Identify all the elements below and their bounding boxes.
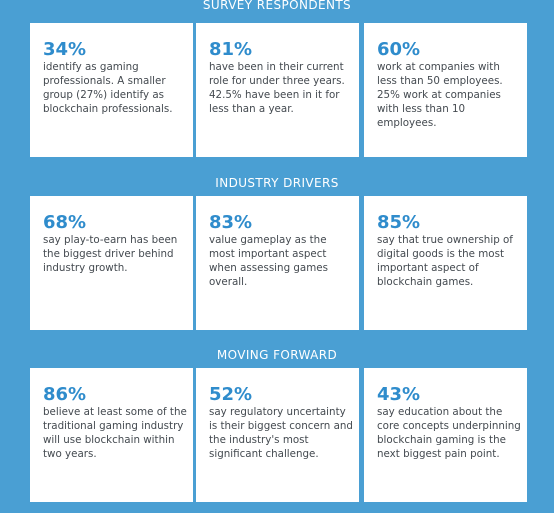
stat-card-play-to-earn: 68% say play-to-earn has been the bigges… [30, 196, 193, 330]
stat-card-current-role: 81% have been in their current role for … [196, 23, 359, 157]
stat-percentage: 43% [377, 384, 421, 405]
stat-description: say regulatory uncertainty is their bigg… [209, 406, 353, 460]
stat-percentage: 83% [209, 212, 253, 233]
section-title-survey-respondents: SURVEY RESPONDENTS [202, 0, 352, 12]
stat-description: have been in their current role for unde… [209, 61, 345, 115]
stat-description: say education about the core concepts un… [377, 406, 521, 460]
stat-card-education: 43% say education about the core concept… [364, 368, 527, 502]
stat-card-gaming-professionals: 34% identify as gaming professionals. A … [30, 23, 193, 157]
section-title-moving-forward: MOVING FORWARD [216, 348, 338, 362]
stat-percentage: 52% [209, 384, 253, 405]
stat-description: say play-to-earn has been the biggest dr… [43, 234, 178, 274]
stat-percentage: 34% [43, 39, 87, 60]
stat-percentage: 60% [377, 39, 421, 60]
stat-description: believe at least some of the traditional… [43, 406, 187, 460]
stat-card-ownership: 85% say that true ownership of digital g… [364, 196, 527, 330]
stat-description: work at companies with less than 50 empl… [377, 61, 503, 129]
stat-card-gameplay: 83% value gameplay as the most important… [196, 196, 359, 330]
stat-percentage: 86% [43, 384, 87, 405]
stat-description: identify as gaming professionals. A smal… [43, 61, 173, 115]
stat-percentage: 68% [43, 212, 87, 233]
stat-description: value gameplay as the most important asp… [209, 234, 328, 288]
section-title-industry-drivers: INDUSTRY DRIVERS [215, 176, 339, 190]
stat-card-regulatory: 52% say regulatory uncertainty is their … [196, 368, 359, 502]
stat-percentage: 85% [377, 212, 421, 233]
stat-card-company-size: 60% work at companies with less than 50 … [364, 23, 527, 157]
stat-percentage: 81% [209, 39, 253, 60]
stat-description: say that true ownership of digital goods… [377, 234, 513, 288]
stat-card-adoption: 86% believe at least some of the traditi… [30, 368, 193, 502]
